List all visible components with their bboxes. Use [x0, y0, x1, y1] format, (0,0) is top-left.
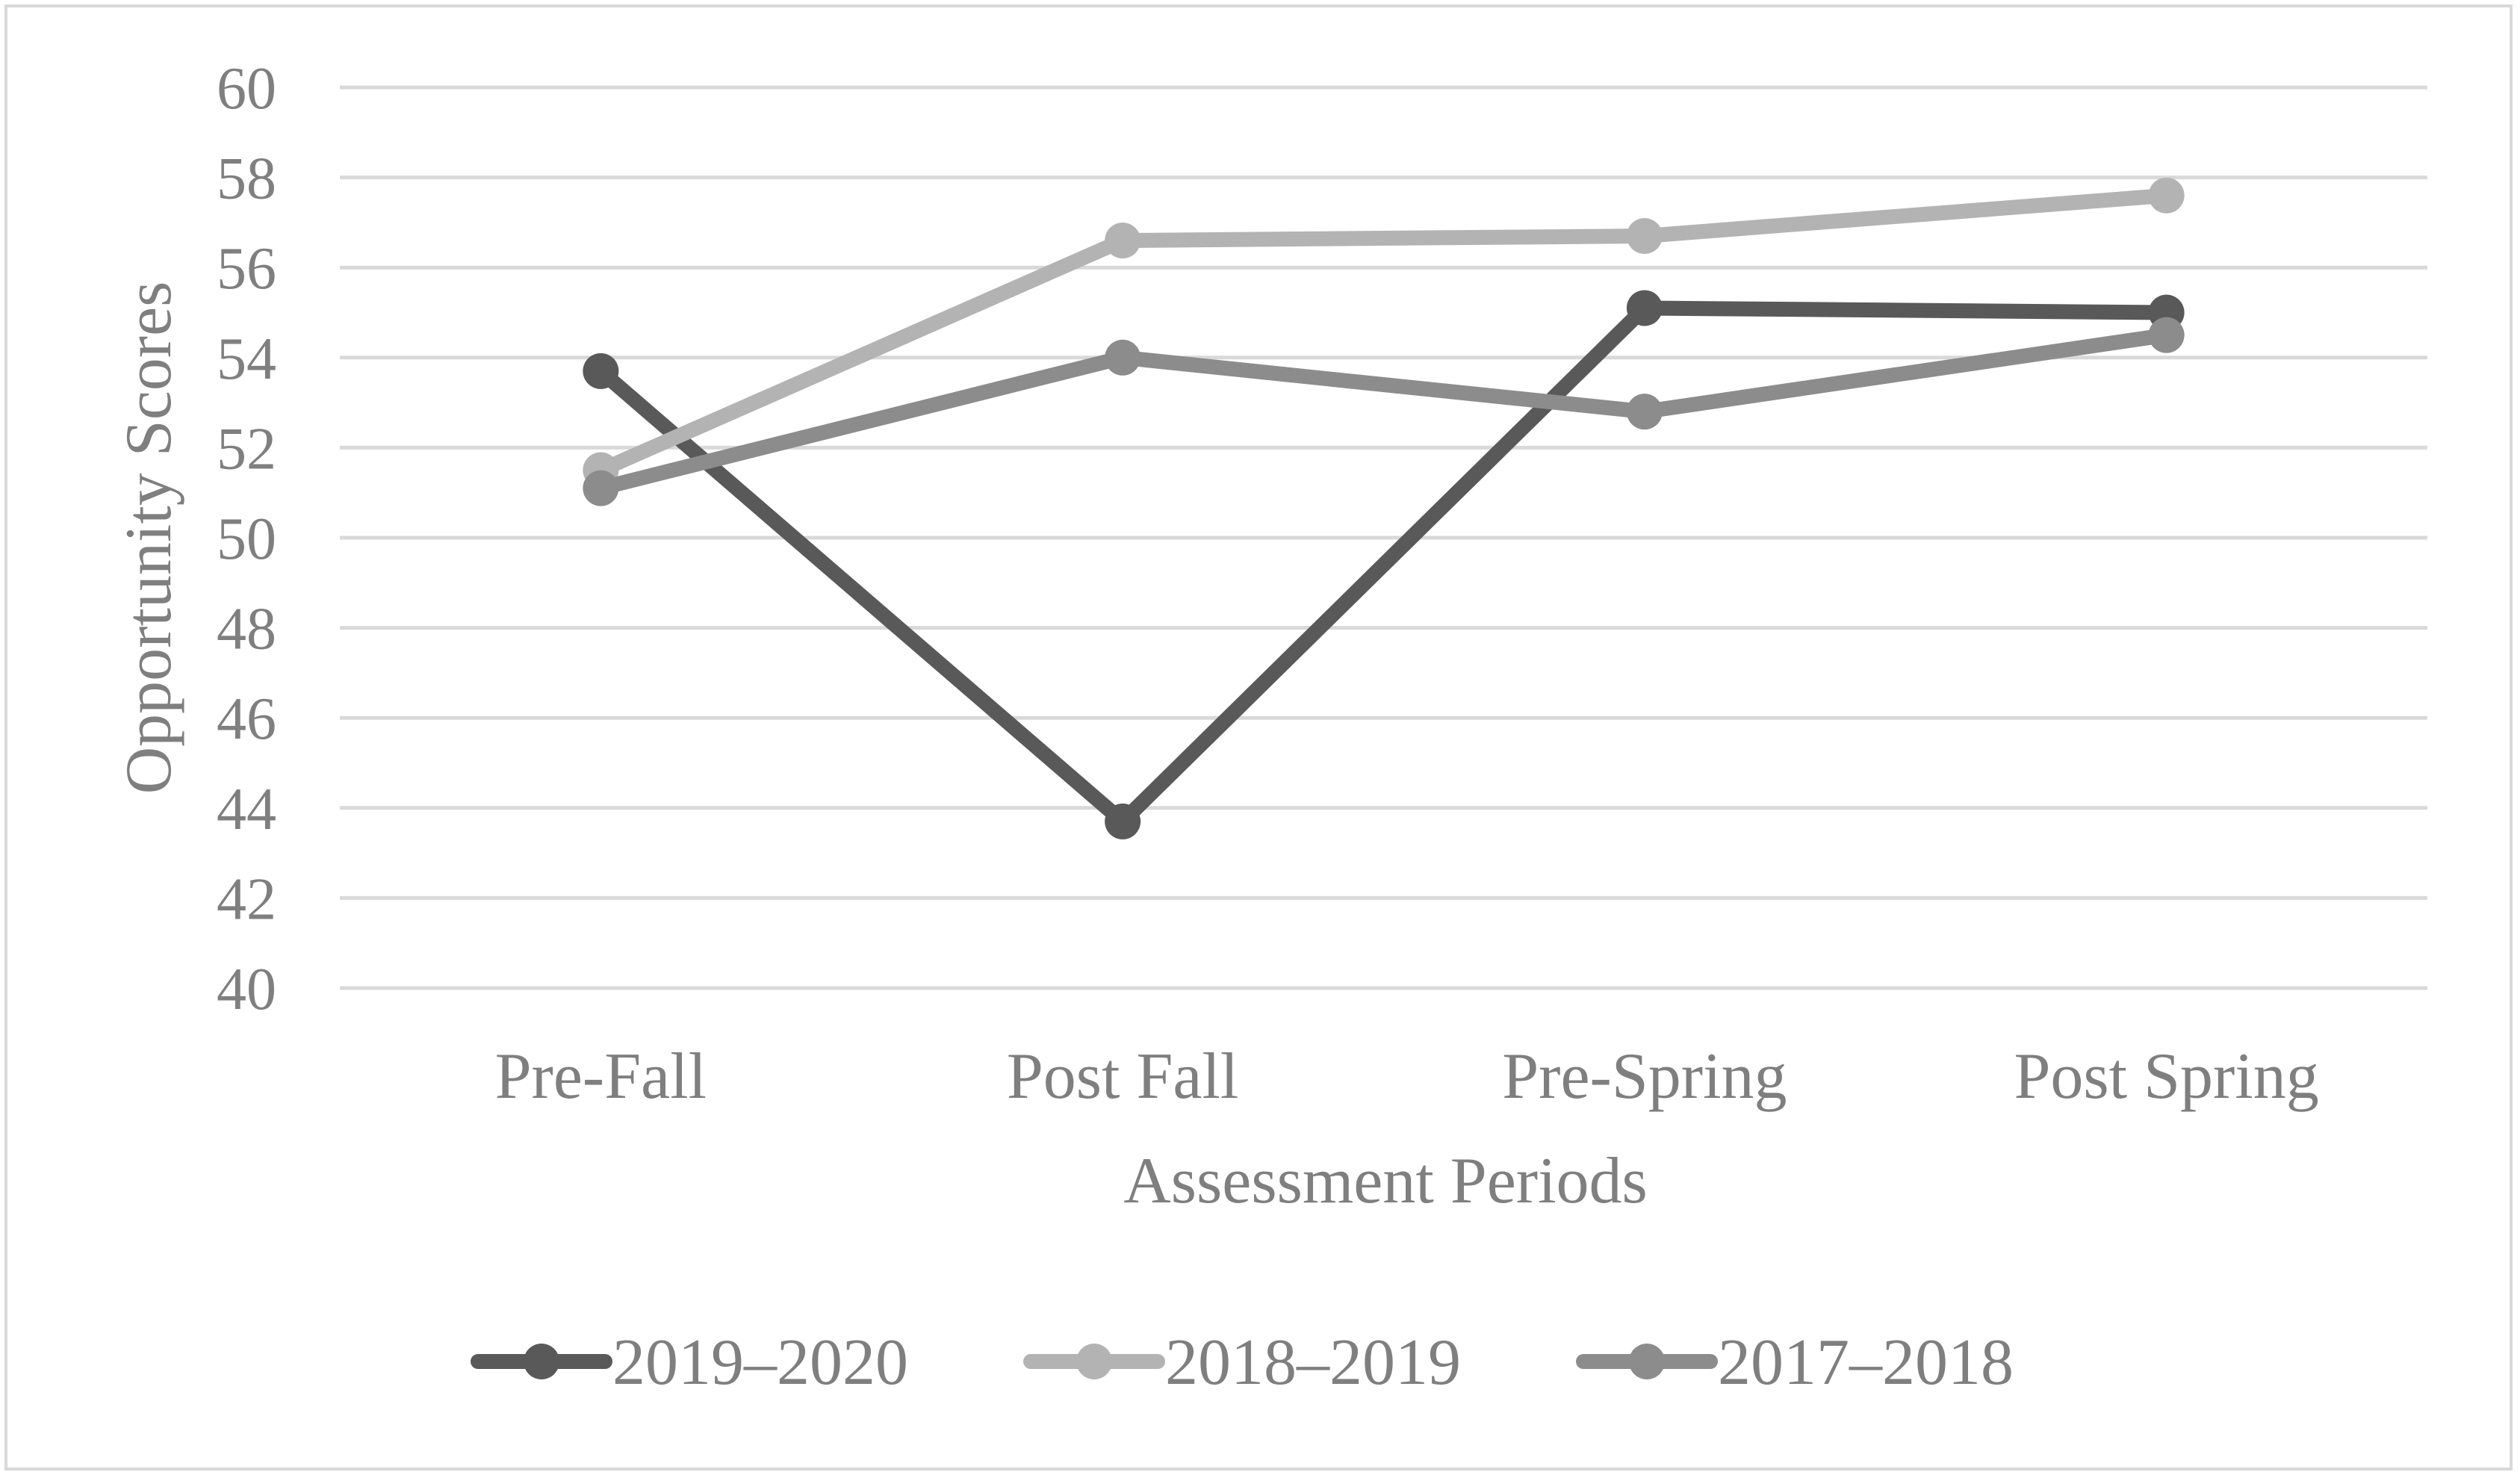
legend-item: 2019–2020	[471, 1326, 908, 1399]
data-point	[583, 353, 619, 389]
legend-swatch-marker	[1629, 1344, 1665, 1379]
series-lines	[583, 177, 2185, 839]
legend-swatch-marker	[524, 1344, 559, 1379]
y-tick-labels: 40 42 44 46 48 50 52 54 56 58 60	[217, 56, 276, 1022]
data-point	[2148, 317, 2185, 353]
series-3	[583, 317, 2185, 506]
legend-label: 2018–2019	[1165, 1326, 1461, 1399]
series-line	[593, 327, 2174, 496]
data-point	[1105, 223, 1141, 259]
x-tick-label: Post Fall	[1007, 1040, 1239, 1113]
legend-label: 2019–2020	[612, 1326, 908, 1399]
series-line	[593, 300, 2174, 829]
y-tick-label: 50	[217, 506, 276, 572]
y-tick-label: 60	[217, 56, 276, 122]
x-tick-label: Post Spring	[2014, 1040, 2318, 1113]
y-tick-label: 44	[217, 777, 276, 842]
gridlines	[340, 85, 2427, 990]
y-tick-label: 52	[217, 416, 276, 482]
y-tick-label: 54	[217, 326, 276, 392]
y-tick-label: 46	[217, 686, 276, 752]
data-point	[1105, 339, 1141, 376]
y-tick-label: 40	[217, 957, 276, 1022]
data-point	[1626, 217, 1663, 254]
y-tick-label: 48	[217, 597, 276, 662]
y-tick-label: 58	[217, 146, 276, 212]
series-2	[583, 177, 2185, 488]
chart-frame	[4, 4, 2513, 1471]
x-tick-label: Pre-Fall	[495, 1040, 707, 1113]
data-point	[1626, 290, 1663, 326]
legend-swatch-marker	[1076, 1344, 1112, 1379]
data-point	[583, 470, 619, 506]
legend: 2019–2020 2018–2019 2017–2018	[471, 1326, 2014, 1399]
y-tick-label: 42	[217, 866, 276, 932]
series-line	[593, 187, 2174, 478]
legend-label: 2017–2018	[1718, 1326, 2014, 1399]
data-point	[1626, 394, 1663, 430]
x-tick-label: Pre-Spring	[1502, 1040, 1787, 1113]
x-tick-labels: Pre-Fall Post Fall Pre-Spring Post Spring	[495, 1040, 2319, 1113]
y-tick-label: 56	[217, 236, 276, 302]
y-axis-title: Opportunity Scores	[113, 282, 185, 795]
legend-item: 2018–2019	[1023, 1326, 1461, 1399]
legend-item: 2017–2018	[1576, 1326, 2014, 1399]
data-point	[2148, 177, 2185, 214]
x-axis-title: Assessment Periods	[1123, 1145, 1648, 1217]
data-point	[1105, 803, 1141, 839]
